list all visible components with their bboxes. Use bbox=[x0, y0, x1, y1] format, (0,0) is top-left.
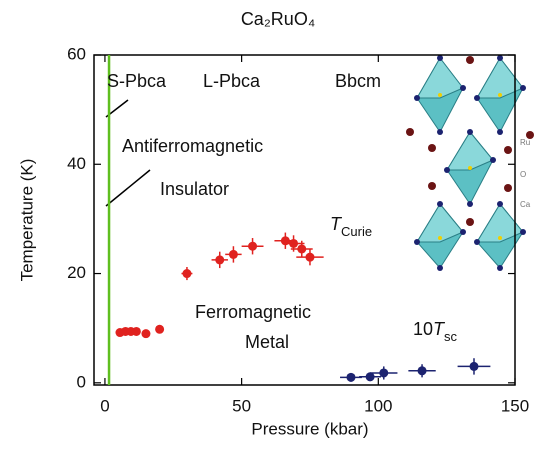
x-axis-label: Pressure (kbar) bbox=[251, 419, 368, 438]
data-point bbox=[346, 373, 355, 382]
y-tick-label: 0 bbox=[77, 372, 86, 391]
annotation: Ferromagnetic bbox=[195, 302, 311, 322]
page: Ca₂RuO₄ Pressure (kbar) Temperature (K) … bbox=[0, 0, 551, 449]
inset-label: Ru bbox=[520, 138, 530, 147]
annotation: Metal bbox=[245, 332, 289, 352]
annotation: Insulator bbox=[160, 179, 229, 199]
data-point bbox=[132, 327, 141, 336]
data-point bbox=[469, 362, 478, 371]
annotation-part: 10 bbox=[413, 319, 433, 339]
data-point bbox=[182, 269, 191, 278]
annotation: 10Tsc bbox=[413, 319, 458, 345]
data-point bbox=[418, 366, 427, 375]
x-tick-label: 0 bbox=[100, 396, 109, 415]
y-axis-label: Temperature (K) bbox=[17, 159, 36, 282]
chart: Ca₂RuO₄ Pressure (kbar) Temperature (K) … bbox=[0, 0, 551, 444]
data-point bbox=[379, 368, 388, 377]
data-point bbox=[141, 329, 150, 338]
x-tick-label: 100 bbox=[364, 396, 392, 415]
annotation: S-Pbca bbox=[107, 71, 167, 91]
annotation-part: sc bbox=[444, 329, 458, 344]
annotation: Bbcm bbox=[335, 71, 381, 91]
x-tick-label: 150 bbox=[501, 396, 529, 415]
chart-title: Ca₂RuO₄ bbox=[241, 9, 315, 29]
annotation-part: Curie bbox=[341, 224, 372, 239]
y-tick-label: 60 bbox=[67, 44, 86, 63]
data-point bbox=[229, 250, 238, 259]
data-point bbox=[215, 255, 224, 264]
data-point bbox=[248, 242, 257, 251]
annotation: TCurie bbox=[330, 214, 372, 240]
annotation: L-Pbca bbox=[203, 71, 261, 91]
inset-label: Ca bbox=[520, 200, 531, 209]
data-point bbox=[297, 244, 306, 253]
inset-label: O bbox=[520, 170, 526, 179]
data-point bbox=[289, 239, 298, 248]
data-point bbox=[305, 253, 314, 262]
data-point bbox=[155, 325, 164, 334]
annotation: Antiferromagnetic bbox=[122, 136, 263, 156]
x-tick-label: 50 bbox=[232, 396, 251, 415]
y-tick-label: 40 bbox=[67, 154, 86, 173]
pointer bbox=[106, 170, 150, 206]
y-tick-label: 20 bbox=[67, 263, 86, 282]
